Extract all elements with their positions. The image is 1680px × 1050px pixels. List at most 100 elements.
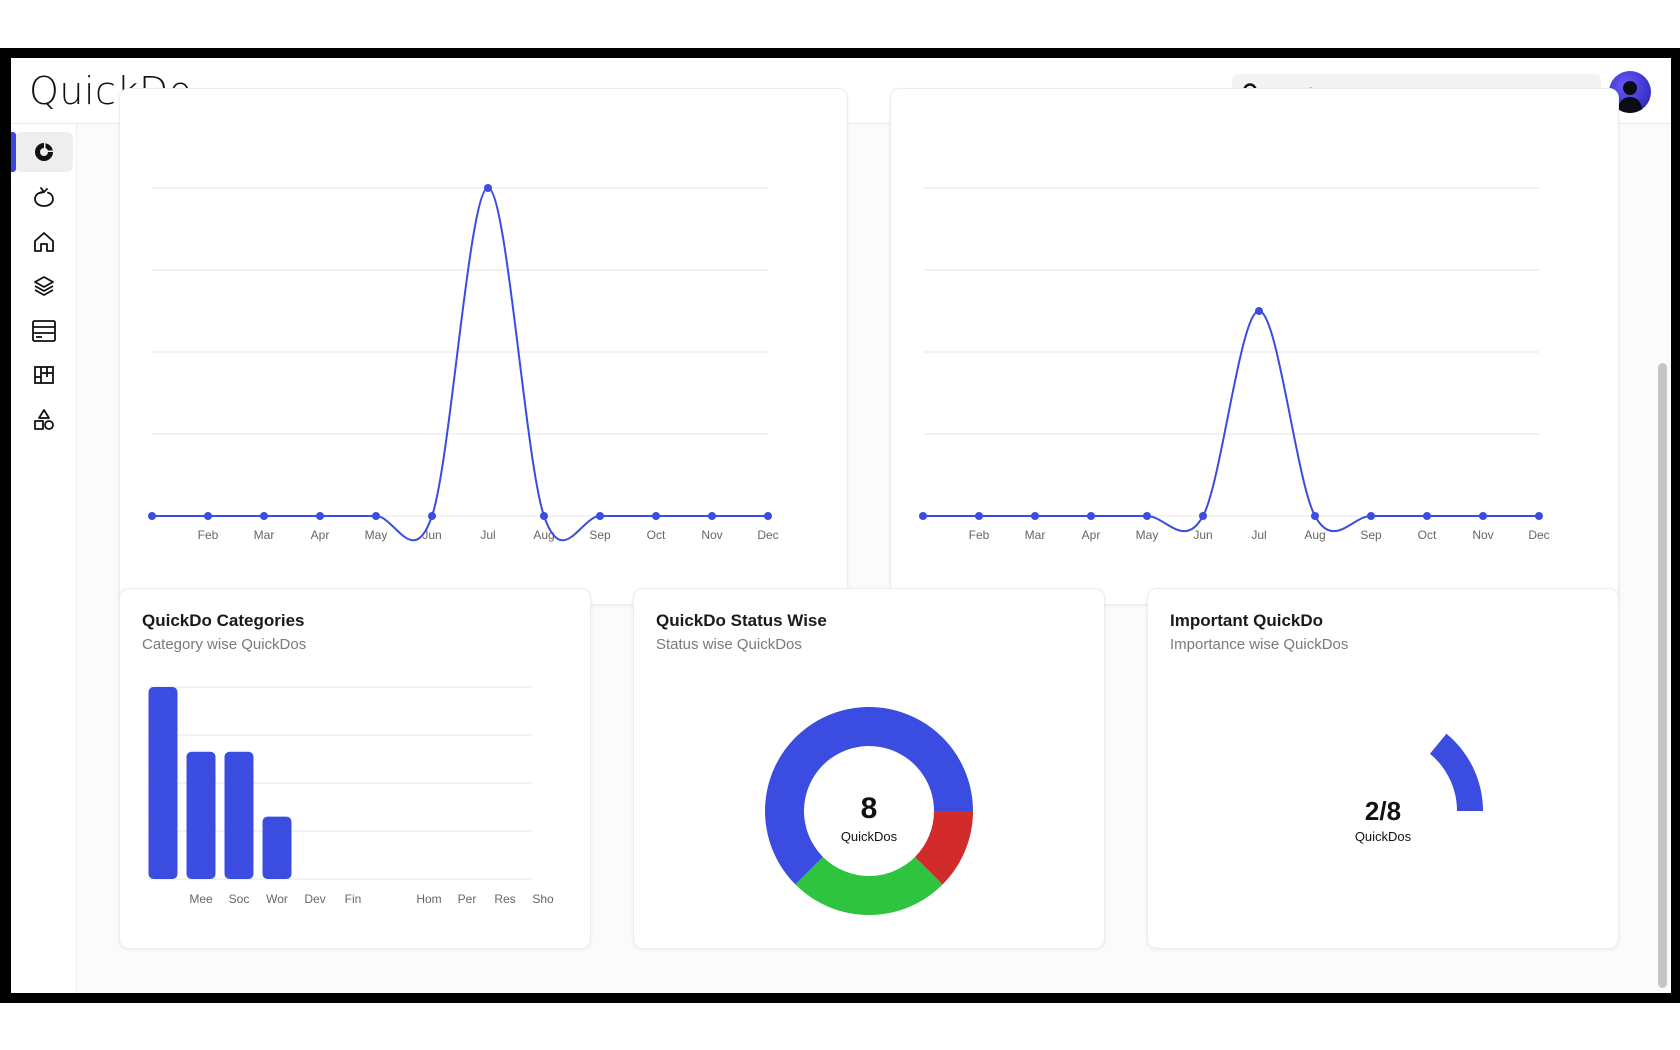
line-chart-2: Feb Mar Apr May Jun Jul Aug Sep Oct Nov Dec	[919, 187, 1550, 542]
data-point[interactable]	[540, 512, 548, 520]
data-point[interactable]	[204, 512, 212, 520]
x-tick-label: May	[1136, 528, 1159, 542]
series-line	[152, 186, 768, 542]
data-point[interactable]	[1311, 512, 1319, 520]
x-tick-label: Sep	[1360, 528, 1382, 542]
sidebar-item-dashboard[interactable]	[11, 132, 73, 172]
x-tick-label: Oct	[647, 528, 666, 542]
card-title: QuickDo Categories	[142, 611, 305, 630]
scrollbar-thumb[interactable]	[1658, 363, 1667, 988]
screen-bottom-margin	[0, 1003, 1680, 1050]
data-point[interactable]	[1031, 512, 1039, 520]
x-tick-label: Dev	[304, 892, 325, 906]
x-tick-label: Oct	[1418, 528, 1437, 542]
x-tick-label: Apr	[1082, 528, 1101, 542]
data-point[interactable]	[596, 512, 604, 520]
categories-card: QuickDo Categories Category wise QuickDo…	[119, 588, 591, 949]
data-point[interactable]	[1087, 512, 1095, 520]
x-tick-label: Res	[494, 892, 515, 906]
series-line	[923, 309, 1539, 533]
data-point[interactable]	[975, 512, 983, 520]
x-tick-label: Jul	[1251, 528, 1266, 542]
data-point[interactable]	[1255, 307, 1263, 315]
data-point[interactable]	[484, 184, 492, 192]
x-tick-label: Aug	[533, 528, 554, 542]
x-tick-label: Aug	[1304, 528, 1325, 542]
x-tick-label: Hom	[416, 892, 441, 906]
sidebar-item-projects[interactable]	[15, 266, 73, 306]
bar[interactable]	[224, 751, 254, 879]
sidebar-item-cards[interactable]	[15, 311, 73, 351]
important-card: Important QuickDo Importance wise QuickD…	[1147, 588, 1619, 949]
data-point[interactable]	[148, 512, 156, 520]
chart-icon	[35, 143, 53, 161]
x-tick-label: Mee	[189, 892, 213, 906]
data-point[interactable]	[764, 512, 772, 520]
status-donut-chart: 8 QuickDos	[765, 707, 973, 915]
bar[interactable]	[186, 751, 216, 879]
x-tick-label: Nov	[1472, 528, 1493, 542]
data-point[interactable]	[1199, 512, 1207, 520]
categories-bar-chart: Mee Soc Wor Dev Fin Hom Per Res Sho	[148, 686, 554, 906]
x-tick-label: Fin	[345, 892, 362, 906]
app-window: QuickDo	[11, 58, 1671, 993]
donut-center-label: QuickDos	[841, 829, 898, 844]
card-subtitle: Importance wise QuickDos	[1170, 636, 1349, 653]
sidebar-item-categories[interactable]	[15, 400, 73, 440]
card-icon	[32, 320, 56, 342]
data-point[interactable]	[919, 512, 927, 520]
home-icon	[34, 232, 54, 252]
x-tick-label: Sep	[589, 528, 611, 542]
data-point[interactable]	[428, 512, 436, 520]
x-tick-label: Feb	[198, 528, 219, 542]
data-point[interactable]	[1143, 512, 1151, 520]
x-tick-label: Feb	[969, 528, 990, 542]
data-point[interactable]	[1479, 512, 1487, 520]
x-tick-label: Mar	[254, 528, 275, 542]
status-card: QuickDo Status Wise Status wise QuickDos…	[633, 588, 1105, 949]
donut-slice[interactable]	[795, 856, 943, 915]
data-point[interactable]	[372, 512, 380, 520]
x-tick-label: May	[365, 528, 388, 542]
card-subtitle: Status wise QuickDos	[656, 636, 802, 653]
x-tick-label: Jun	[422, 528, 441, 542]
card-title: QuickDo Status Wise	[656, 611, 827, 630]
data-point[interactable]	[1423, 512, 1431, 520]
x-tick-label: Dec	[757, 528, 778, 542]
card-title: Important QuickDo	[1170, 611, 1324, 630]
sidebar-item-board[interactable]	[15, 355, 73, 395]
screen-top-margin	[0, 0, 1680, 48]
sidebar-item-home[interactable]	[15, 222, 73, 262]
donut-slice[interactable]	[914, 811, 973, 885]
sidebar	[11, 124, 77, 993]
donut-slice[interactable]	[765, 707, 973, 885]
sidebar-item-pomodoro[interactable]	[15, 177, 73, 217]
x-tick-label: Dec	[1528, 528, 1549, 542]
importance-donut-chart: 2/8 QuickDos	[1355, 733, 1483, 844]
tomato-timer-icon	[34, 187, 54, 207]
monthly-line-chart-card-2: Feb Mar Apr May Jun Jul Aug Sep Oct Nov Dec	[890, 88, 1619, 605]
data-point[interactable]	[1535, 512, 1543, 520]
bar[interactable]	[148, 687, 178, 879]
x-tick-label: Apr	[311, 528, 330, 542]
line-chart-1: Feb Mar Apr May Jun Jul Aug Sep Oct Nov Dec	[148, 184, 779, 542]
x-tick-label: Jul	[480, 528, 495, 542]
x-tick-label: Jun	[1193, 528, 1212, 542]
bar[interactable]	[262, 816, 292, 879]
x-tick-label: Mar	[1025, 528, 1046, 542]
monthly-line-chart-card-1: Feb Mar Apr May Jun Jul Aug Sep Oct Nov Dec	[119, 88, 848, 605]
data-point[interactable]	[316, 512, 324, 520]
x-tick-label: Sho	[532, 892, 554, 906]
data-point[interactable]	[1367, 512, 1375, 520]
data-point[interactable]	[260, 512, 268, 520]
data-point[interactable]	[652, 512, 660, 520]
board-icon	[34, 366, 54, 384]
donut-center-label: QuickDos	[1355, 829, 1412, 844]
data-point[interactable]	[708, 512, 716, 520]
donut-slice[interactable]	[1429, 733, 1483, 811]
donut-center-value: 8	[861, 792, 878, 825]
x-tick-label: Soc	[229, 892, 250, 906]
x-tick-label: Wor	[266, 892, 288, 906]
x-tick-label: Nov	[701, 528, 722, 542]
donut-center-value: 2/8	[1365, 796, 1401, 826]
